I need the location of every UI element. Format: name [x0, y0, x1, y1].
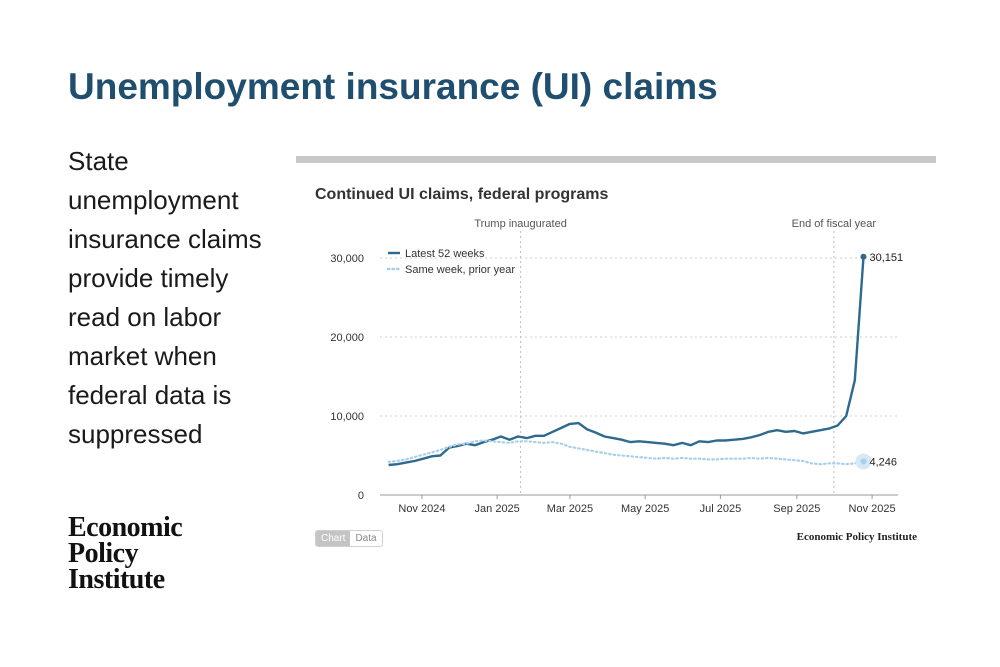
series-layer: 30,151 4,246 — [387, 252, 903, 470]
epi-logo-line-2: Policy — [68, 538, 139, 569]
chart-title: Continued UI claims, federal programs — [315, 186, 609, 203]
x-tick-label: Nov 2025 — [849, 503, 896, 515]
y-tick-label: 30,000 — [330, 253, 364, 265]
legend: Latest 52 weeks Same week, prior year — [386, 248, 515, 276]
end-value-label: 4,246 — [869, 456, 897, 468]
x-tick-label: Mar 2025 — [547, 503, 593, 515]
view-toggle[interactable]: Chart Data — [315, 530, 383, 547]
annotation-label: End of fiscal year — [792, 218, 877, 230]
epi-logo-line-1: Economic — [68, 512, 183, 543]
x-tick-label: May 2025 — [621, 503, 669, 515]
chart-top-rule — [296, 156, 936, 163]
y-axis: 0 10,000 20,000 30,000 — [330, 253, 364, 502]
y-tick-label: 10,000 — [330, 411, 364, 423]
x-axis: Nov 2024 Jan 2025 Mar 2025 May 2025 Jul 2025… — [398, 495, 896, 515]
x-tick-label: Nov 2024 — [398, 503, 445, 515]
slide-body-text: State unemployment insurance claims prov… — [68, 146, 262, 449]
series-line-prior-year — [387, 439, 865, 466]
chart-view-button[interactable]: Chart — [316, 531, 351, 546]
x-tick-label: Sep 2025 — [773, 503, 820, 515]
legend-label: Latest 52 weeks — [405, 248, 485, 260]
legend-label: Same week, prior year — [405, 264, 515, 276]
annotations: Trump inaugurated End of fiscal year — [474, 218, 876, 495]
annotation-label: Trump inaugurated — [474, 218, 567, 230]
y-tick-label: 0 — [358, 490, 364, 502]
end-point — [860, 253, 867, 260]
source-credit: Economic Policy Institute — [796, 531, 917, 543]
end-point — [860, 458, 867, 465]
grid-lines — [380, 257, 898, 496]
end-value-label: 30,151 — [869, 252, 903, 264]
x-tick-label: Jul 2025 — [700, 503, 742, 515]
ui-claims-chart: Trump inaugurated End of fiscal year 0 10,… — [330, 218, 903, 515]
epi-logo-line-3: Institute — [68, 564, 165, 595]
epi-logo: Economic Policy Institute — [68, 512, 183, 595]
x-tick-label: Jan 2025 — [475, 503, 520, 515]
y-tick-label: 20,000 — [330, 332, 364, 344]
series-line-latest — [388, 256, 865, 467]
data-view-button[interactable]: Data — [350, 531, 382, 546]
slide-title: Unemployment insurance (UI) claims — [68, 66, 718, 107]
